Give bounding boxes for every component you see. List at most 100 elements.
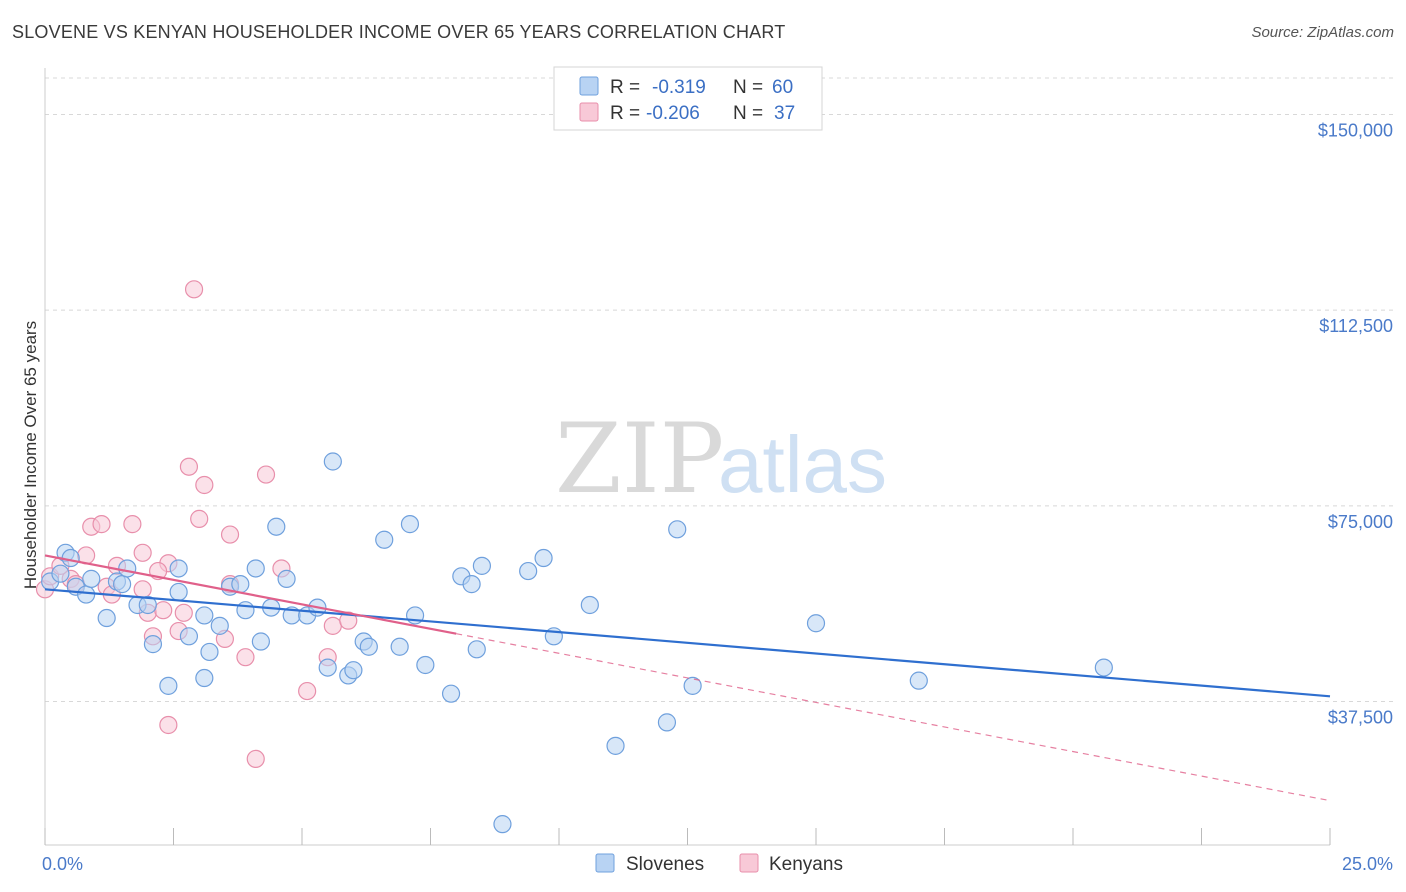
slovenes-point-48: [472, 556, 491, 575]
bottom-legend-swatch-slovenes: [595, 853, 615, 873]
slovenes-point-20: [200, 642, 219, 662]
slovenes-trend-line: [44, 588, 1331, 698]
slovenes-point-41: [400, 515, 420, 534]
slovenes-point-56: [668, 520, 687, 539]
bottom-legend-kenyans: Kenyans: [769, 854, 843, 875]
slovenes-point-46: [462, 575, 481, 594]
slovenes-point-40: [390, 637, 409, 656]
slovenes-point-6: [82, 569, 101, 588]
watermark: ZIP atlas: [555, 403, 887, 515]
legend-box: [553, 66, 823, 131]
slovenes-point-15: [169, 559, 188, 578]
slovenes-point-23: [231, 575, 250, 594]
kenyans-trend-line: [44, 554, 457, 635]
watermark-zip: ZIP: [555, 403, 724, 515]
kenyans-point-25: [220, 525, 240, 544]
y-tick-label-1: $75,000: [1328, 512, 1393, 532]
legend-r-label-0: R =: [610, 77, 640, 98]
slovenes-point-7: [97, 608, 116, 628]
watermark-atlas: atlas: [718, 420, 887, 509]
legend-r-label-1: R =: [610, 103, 640, 124]
slovenes-point-24: [236, 601, 255, 620]
trend-lines: [44, 554, 1331, 802]
legend-r-value-1: -0.206: [646, 103, 700, 124]
kenyans-point-15: [154, 601, 173, 620]
slovenes-point-49: [493, 815, 512, 834]
kenyans-point-28: [246, 749, 265, 769]
slovenes-point-57: [683, 676, 702, 695]
legend-swatch-kenyans: [579, 102, 599, 122]
slovenes-point-43: [416, 655, 435, 675]
y-tick-labels: $37,500 $75,000 $112,500 $150,000: [1318, 121, 1393, 728]
slovenes-point-59: [909, 671, 928, 690]
bottom-legend: Slovenes Kenyans: [595, 853, 843, 875]
kenyans-point-19: [174, 603, 193, 622]
kenyans-point-11: [133, 543, 152, 562]
slovenes-points: [41, 452, 1113, 834]
slovenes-point-44: [441, 684, 461, 703]
slovenes-point-54: [606, 736, 625, 755]
legend-n-value-1: 37: [774, 103, 795, 124]
kenyans-point-6: [92, 515, 111, 534]
x-tick-labels: 0.0% 25.0%: [42, 854, 1393, 874]
slovenes-point-29: [277, 569, 296, 588]
slovenes-point-16: [169, 582, 188, 602]
slovenes-point-38: [359, 637, 378, 656]
legend-n-label-1: N =: [733, 103, 763, 124]
slovenes-point-12: [138, 595, 157, 615]
legend-swatch-slovenes: [579, 76, 599, 96]
slovenes-point-50: [519, 561, 538, 581]
chart-source: Source: ZipAtlas.com: [1251, 24, 1394, 41]
x-tick-label-0: 0.0%: [42, 854, 83, 874]
kenyans-point-12: [133, 580, 152, 599]
y-axis-label: Householder Income Over 65 years: [21, 321, 40, 589]
top-legend: R = -0.319 N = 60 R = -0.206 N = 37: [553, 66, 823, 131]
kenyans-trend-line-extension: [456, 633, 1331, 802]
kenyans-point-29: [256, 465, 276, 484]
x-tick-label-1: 25.0%: [1342, 854, 1393, 874]
slovenes-point-36: [344, 661, 363, 680]
chart-title: SLOVENE VS KENYAN HOUSEHOLDER INCOME OVE…: [12, 22, 786, 42]
bottom-legend-swatch-kenyans: [739, 853, 759, 873]
kenyans-points: [35, 280, 358, 769]
slovenes-point-58: [806, 614, 826, 633]
kenyans-point-10: [123, 515, 142, 534]
slovenes-point-55: [657, 713, 677, 732]
slovenes-point-25: [246, 559, 265, 578]
slovenes-point-26: [251, 632, 270, 651]
y-tick-label-2: $112,500: [1319, 316, 1393, 336]
y-tick-label-3: $150,000: [1318, 121, 1393, 141]
slovenes-point-13: [143, 635, 163, 654]
slovenes-point-21: [210, 616, 229, 635]
slovenes-point-3: [61, 548, 80, 568]
legend-n-label-0: N =: [733, 77, 763, 98]
kenyans-point-33: [323, 616, 342, 635]
kenyans-point-17: [159, 715, 178, 735]
bottom-legend-slovenes: Slovenes: [626, 854, 704, 875]
slovenes-point-18: [195, 606, 214, 625]
kenyans-point-20: [179, 457, 199, 476]
y-tick-label-0: $37,500: [1328, 708, 1393, 728]
slovenes-point-17: [179, 627, 199, 646]
slovenes-point-14: [159, 676, 178, 695]
slovenes-point-33: [318, 658, 337, 677]
slovenes-point-19: [195, 668, 214, 688]
slovenes-point-47: [467, 640, 486, 659]
legend-n-value-0: 60: [772, 77, 793, 98]
slovenes-point-34: [323, 452, 342, 471]
slovenes-point-28: [267, 517, 286, 536]
slovenes-point-39: [375, 530, 394, 549]
slovenes-point-9: [112, 575, 132, 594]
slovenes-point-5: [77, 585, 96, 604]
kenyans-point-21: [184, 280, 204, 299]
slovenes-point-10: [118, 559, 137, 578]
kenyans-point-27: [236, 648, 255, 667]
axes: [44, 68, 1331, 846]
legend-r-value-0: -0.319: [652, 77, 706, 98]
kenyans-point-31: [298, 681, 317, 701]
slovenes-point-51: [534, 548, 553, 568]
slovenes-point-60: [1094, 658, 1113, 677]
kenyans-point-23: [195, 475, 214, 495]
slovenes-point-1: [51, 564, 70, 583]
